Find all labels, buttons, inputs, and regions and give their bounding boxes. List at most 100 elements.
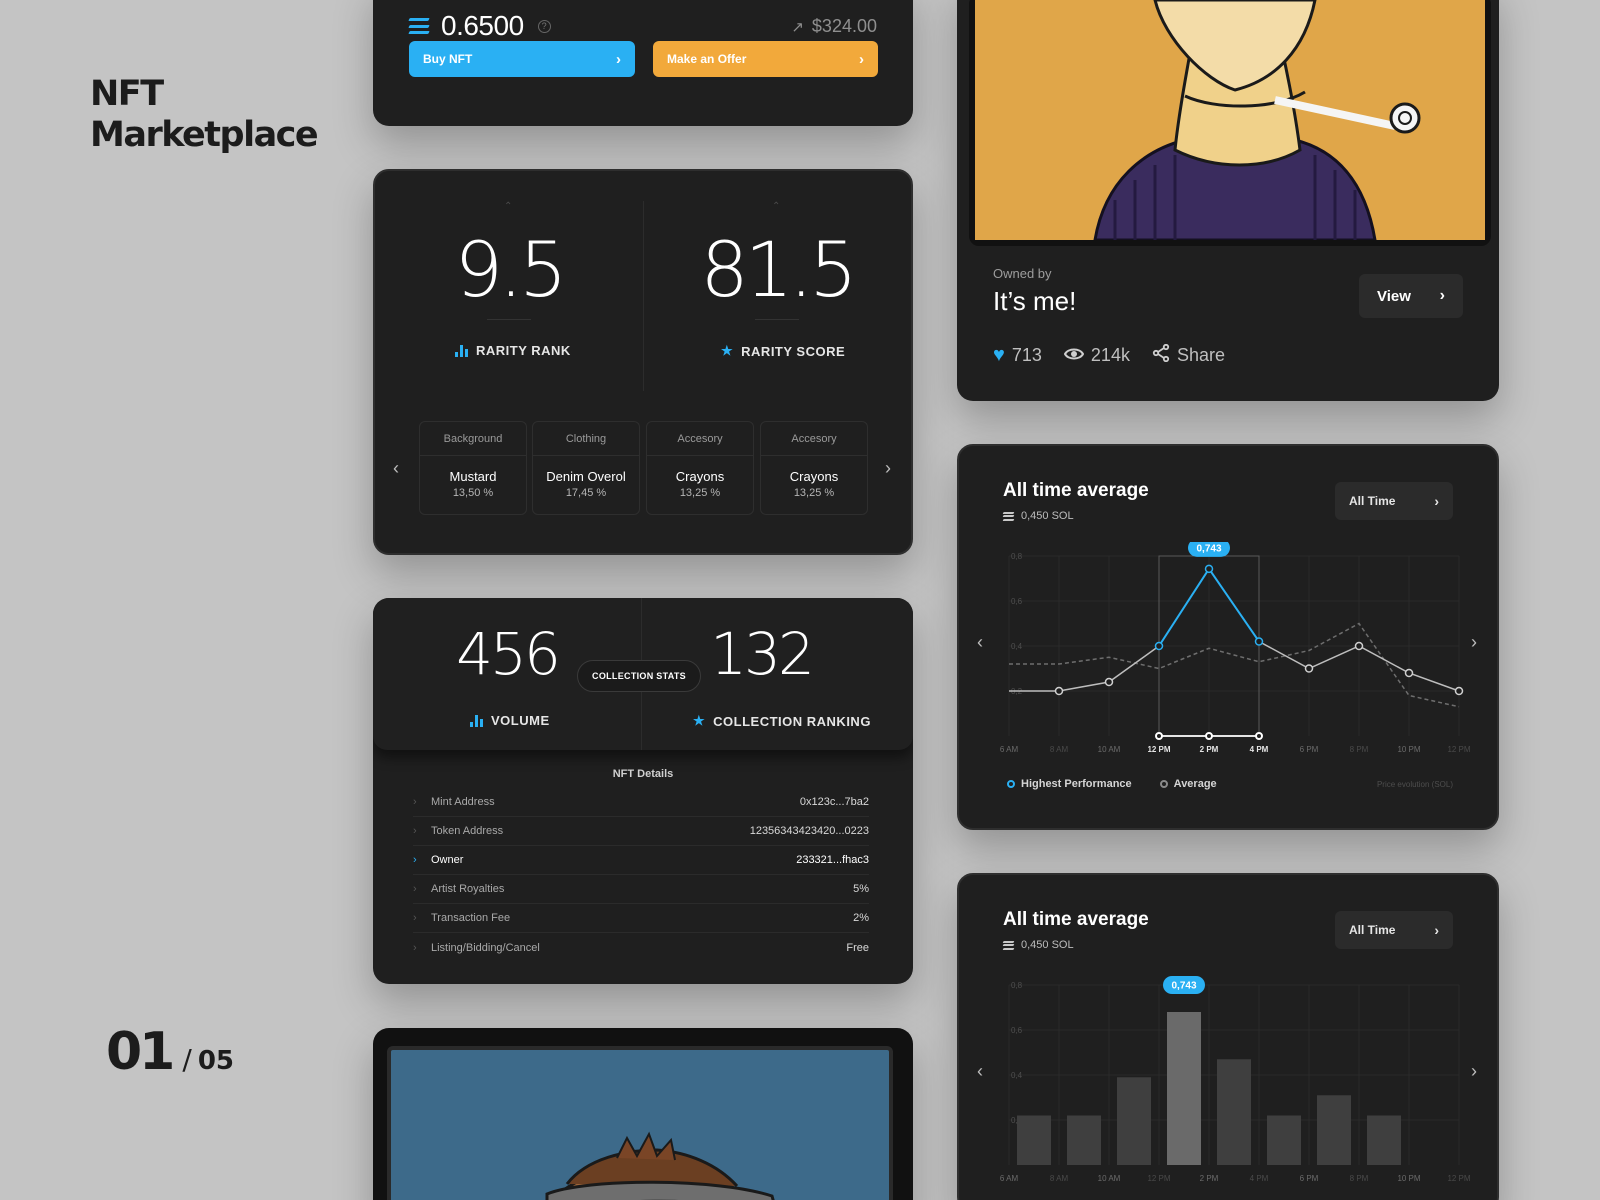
line-chart-card: All time average 0,450 SOL All Time › ‹ …: [957, 444, 1499, 830]
legend-dot-icon: [1007, 780, 1015, 788]
trait-card: Accesory Crayons 13,25 %: [760, 421, 868, 515]
trait-card: Background Mustard 13,50 %: [419, 421, 527, 515]
detail-value: 0x123c...7ba2: [799, 796, 869, 808]
title-line-1: NFT: [90, 74, 164, 114]
title-line-2: Marketplace: [90, 115, 319, 155]
x-tick-label: 2 PM: [1200, 1174, 1219, 1183]
collection-ranking-text: COLLECTION RANKING: [713, 713, 871, 729]
trait-percent: 13,50 %: [452, 487, 494, 499]
x-tick-label: 6 AM: [1000, 1174, 1019, 1183]
x-tick-label: 10 PM: [1397, 745, 1420, 754]
detail-key: Transaction Fee: [431, 912, 511, 924]
owner-card: Owned by It’s me! View › ♥ 713 214k Shar…: [957, 0, 1499, 401]
detail-row-transaction-fee[interactable]: › Transaction Fee 2%: [413, 904, 869, 933]
page-title: NFT Marketplace: [90, 74, 319, 156]
axis-marker: [1155, 732, 1163, 740]
all-time-button[interactable]: All Time ›: [1335, 911, 1453, 949]
chevron-right-icon[interactable]: ›: [1471, 1061, 1477, 1081]
chart-title: All time average: [1003, 480, 1149, 501]
data-point: [1454, 686, 1464, 696]
detail-value: Free: [846, 941, 869, 954]
all-time-label: All Time: [1349, 494, 1396, 508]
chevron-right-icon[interactable]: ›: [885, 458, 891, 478]
make-offer-button[interactable]: Make an Offer ›: [653, 41, 878, 77]
detail-value: 5%: [853, 883, 869, 895]
chevron-left-icon[interactable]: ‹: [977, 632, 983, 652]
bar-chart-card: All time average 0,450 SOL All Time › ‹ …: [957, 873, 1499, 1200]
x-tick-label: 10 AM: [1098, 745, 1121, 754]
rarity-rank-text: RARITY RANK: [476, 343, 571, 358]
rarity-rank-label: RARITY RANK: [455, 343, 571, 358]
chevron-right-icon: ›: [616, 50, 621, 68]
rarity-score-value: 81.5: [700, 225, 857, 314]
collection-stats-badge: COLLECTION STATS: [577, 660, 701, 692]
detail-row-artist-royalties[interactable]: › Artist Royalties 5%: [413, 875, 869, 904]
star-icon: ★: [693, 713, 706, 728]
detail-key: Token Address: [431, 825, 504, 837]
arrow-up-right-icon: ↗: [791, 18, 804, 36]
share-button[interactable]: Share: [1152, 343, 1225, 367]
chart-title: All time average: [1003, 909, 1149, 930]
buy-nft-button[interactable]: Buy NFT ›: [409, 41, 635, 77]
chevron-right-icon[interactable]: ›: [1471, 632, 1477, 652]
bar: [1367, 1115, 1401, 1165]
detail-key: Mint Address: [431, 796, 495, 808]
chart-legend: Highest Performance Average: [1007, 778, 1245, 790]
owned-by-label: Owned by: [993, 266, 1052, 281]
collection-ranking-value: 132: [710, 620, 815, 688]
detail-value: 12356343423420...0223: [749, 825, 869, 837]
x-tick-label: 2 PM: [1200, 745, 1219, 754]
ape-artwork-icon: [975, 0, 1485, 240]
x-tick-label: 10 PM: [1397, 1174, 1420, 1183]
x-tick-label: 12 PM: [1147, 745, 1170, 754]
bar: [1117, 1077, 1151, 1165]
collection-ranking-label: ★ COLLECTION RANKING: [693, 713, 871, 729]
chart-subtitle-text: 0,450 SOL: [1021, 939, 1074, 951]
x-tick-label: 12 PM: [1447, 745, 1470, 754]
all-time-button[interactable]: All Time ›: [1335, 482, 1453, 520]
x-tick-label: 8 PM: [1350, 745, 1369, 754]
chevron-right-icon: ›: [413, 912, 417, 924]
trait-percent: 13,25 %: [793, 487, 835, 499]
detail-row-mint-address[interactable]: › Mint Address 0x123c...7ba2: [413, 788, 869, 817]
chevron-left-icon[interactable]: ‹: [977, 1061, 983, 1081]
star-icon: ★: [721, 343, 734, 358]
bar: [1167, 1012, 1201, 1165]
x-tick-label: 6 AM: [1000, 745, 1019, 754]
price-card: 0.6500 ? ↗ $324.00 Buy NFT › Make an Offe…: [373, 0, 913, 126]
x-tick-label: 8 AM: [1050, 745, 1069, 754]
x-tick-label: 8 AM: [1050, 1174, 1069, 1183]
detail-row-token-address[interactable]: › Token Address 12356343423420...0223: [413, 817, 869, 846]
likes-stat[interactable]: ♥ 713: [993, 344, 1042, 367]
axis-marker: [1255, 732, 1263, 740]
chevron-right-icon: ›: [413, 796, 417, 808]
data-point: [1204, 564, 1214, 574]
detail-row-owner[interactable]: › Owner 233321...fhac3: [413, 846, 869, 875]
view-button[interactable]: View ›: [1359, 274, 1463, 318]
trait-value: Crayons: [789, 469, 839, 484]
trait-card: Accesory Crayons 13,25 %: [646, 421, 754, 515]
detail-key: Listing/Bidding/Cancel: [431, 941, 540, 954]
collection-card: 456 VOLUME COLLECTION STATS 132 ★ COLLEC…: [373, 598, 913, 984]
bar: [1317, 1095, 1351, 1165]
question-icon[interactable]: ?: [537, 19, 551, 33]
view-label: View: [1377, 287, 1411, 305]
legend-item[interactable]: Highest Performance: [1007, 778, 1132, 790]
rarity-score-text: RARITY SCORE: [741, 343, 846, 359]
legend-item[interactable]: Average: [1159, 778, 1217, 790]
chevron-left-icon[interactable]: ‹: [393, 458, 399, 478]
rarity-card: ⌃ ⌃ 9.5 RARITY RANK 81.5 ★ RARITY SCORE …: [373, 169, 913, 555]
bar: [1017, 1115, 1051, 1165]
chevron-right-icon: ›: [859, 50, 864, 68]
usd-price: ↗ $324.00: [791, 16, 877, 37]
x-tick-label: 8 PM: [1350, 1174, 1369, 1183]
trait-percent: 17,45 %: [565, 487, 607, 499]
callout-label: 0,743: [1171, 981, 1196, 992]
detail-row-listing[interactable]: › Listing/Bidding/Cancel Free: [413, 933, 869, 962]
page-current: 01: [106, 1022, 175, 1082]
y-tick-label: 0,8: [1011, 981, 1023, 990]
bar: [1067, 1115, 1101, 1165]
callout-label: 0,743: [1196, 543, 1221, 554]
trait-type: Clothing: [533, 422, 639, 456]
trait-type: Background: [420, 422, 526, 456]
